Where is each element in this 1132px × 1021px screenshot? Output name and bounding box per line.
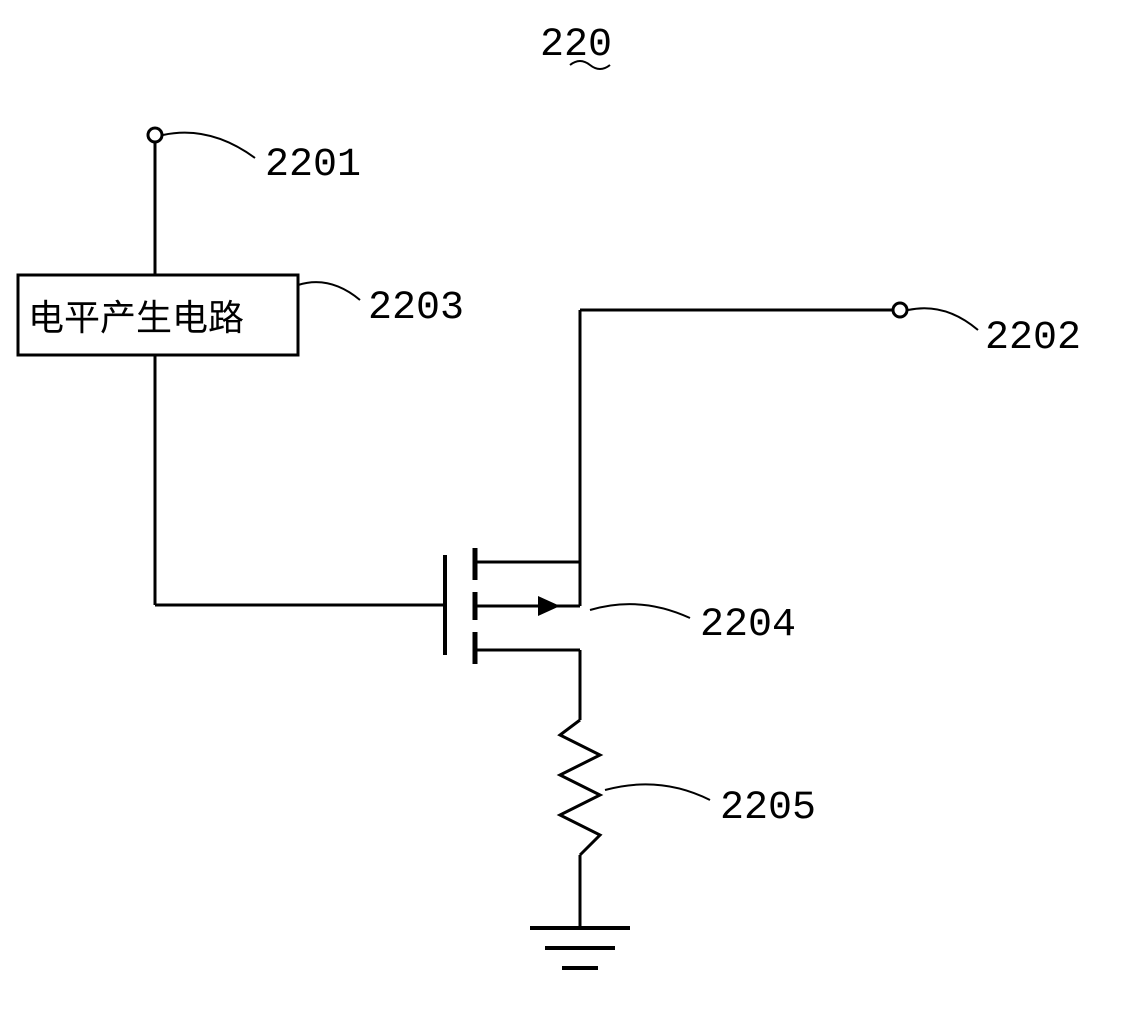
resistor xyxy=(560,720,600,855)
resistor-label: 2205 xyxy=(720,786,816,831)
leader-2201 xyxy=(163,133,255,158)
mosfet-label: 2204 xyxy=(700,603,796,648)
leader-2205 xyxy=(605,784,710,800)
leader-2203 xyxy=(298,282,360,300)
terminal-right xyxy=(893,303,907,317)
terminal-right-label: 2202 xyxy=(985,316,1081,361)
block-label: 2203 xyxy=(368,286,464,331)
block-text: 电平产生电路 xyxy=(28,298,244,339)
circuit-diagram: 220 2201 电平产生电路 2203 2202 2204 2205 xyxy=(0,0,1132,1021)
leader-2204 xyxy=(590,604,690,618)
mosfet-arrow xyxy=(538,596,560,616)
terminal-top xyxy=(148,128,162,142)
terminal-top-label: 2201 xyxy=(265,143,361,188)
leader-2202 xyxy=(908,308,978,330)
